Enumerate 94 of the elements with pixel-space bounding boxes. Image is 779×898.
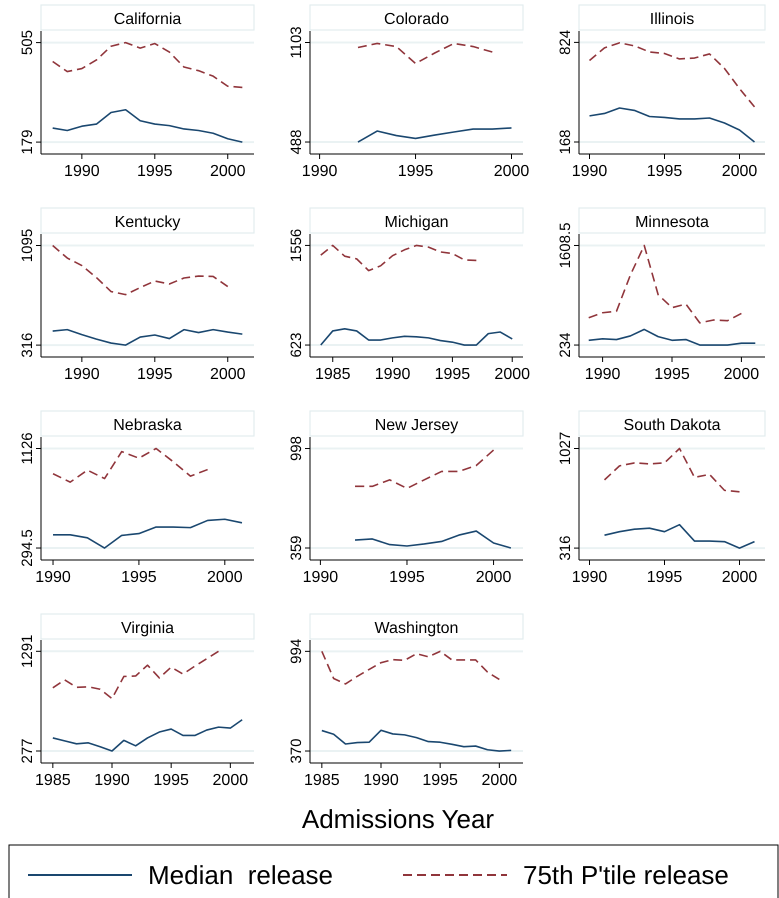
x-tick-label: 1985 — [314, 366, 351, 383]
y-tick-label: 294.5 — [19, 529, 36, 567]
x-tick-label: 1990 — [64, 163, 100, 180]
x-tick-label: 1995 — [137, 163, 173, 180]
x-tick-label: 1995 — [389, 569, 425, 586]
y-tick-label: 359 — [288, 535, 305, 561]
x-tick-label: 1995 — [646, 569, 682, 586]
x-tick-label: 1995 — [153, 772, 190, 789]
line-series — [320, 328, 514, 346]
x-tick-label: 1995 — [398, 163, 434, 180]
line-series — [320, 244, 478, 272]
y-tick-label: 994 — [288, 638, 305, 664]
chart-title: Virginia — [120, 620, 174, 637]
y-tick-label: 505 — [19, 30, 36, 56]
line-series — [357, 42, 494, 64]
line-series — [52, 448, 208, 483]
line-series — [588, 244, 742, 324]
x-tick-label: 1990 — [584, 366, 620, 383]
y-tick-label: 1291 — [19, 634, 36, 668]
y-tick-label: 998 — [288, 436, 305, 462]
line-series — [52, 42, 244, 88]
x-tick-label: 2000 — [207, 569, 243, 586]
line-series — [354, 449, 494, 490]
x-tick-label: 2000 — [722, 163, 758, 180]
y-tick-label: 623 — [288, 332, 305, 358]
x-axis-title: Admissions Year — [302, 804, 494, 834]
x-tick-label: 1995 — [654, 366, 690, 383]
chart-title: Washington — [374, 620, 458, 637]
x-tick-label: 1995 — [434, 366, 470, 383]
x-tick-label: 1990 — [302, 163, 338, 180]
chart-title: South Dakota — [624, 417, 721, 434]
x-tick-label: 2000 — [210, 366, 246, 383]
y-tick-label: 234 — [557, 332, 574, 358]
y-tick-label: 824 — [557, 30, 574, 55]
x-tick-label: 1990 — [94, 772, 130, 789]
y-tick-label: 1126 — [19, 432, 36, 465]
chart-title: Illinois — [650, 11, 694, 28]
chart-title: Nebraska — [113, 417, 182, 434]
x-tick-label: 1995 — [121, 569, 157, 586]
line-series — [52, 108, 244, 143]
line-series — [604, 448, 740, 493]
y-tick-label: 488 — [288, 130, 305, 155]
x-tick-label: 1995 — [646, 163, 682, 180]
legend-label: 75th P'tile release — [523, 860, 729, 890]
line-series — [321, 729, 512, 752]
x-tick-label: 2000 — [210, 163, 246, 180]
chart-title: Michigan — [384, 214, 449, 231]
line-series — [52, 518, 243, 549]
line-series — [588, 328, 756, 346]
x-tick-label: 1995 — [137, 366, 173, 383]
line-series — [52, 650, 220, 700]
chart-title: California — [114, 11, 182, 28]
y-tick-label: 168 — [557, 129, 574, 155]
x-tick-label: 1990 — [572, 163, 608, 180]
x-tick-label: 1985 — [35, 772, 71, 789]
y-tick-label: 1027 — [557, 432, 574, 466]
y-tick-label: 277 — [19, 738, 36, 764]
x-tick-label: 2000 — [722, 569, 758, 586]
y-tick-label: 1608.5 — [557, 222, 574, 268]
x-tick-label: 2000 — [494, 366, 530, 383]
y-tick-label: 1103 — [288, 26, 305, 59]
y-tick-label: 1095 — [19, 228, 36, 262]
x-tick-label: 2000 — [494, 163, 530, 180]
y-tick-label: 316 — [19, 332, 36, 358]
x-tick-label: 1985 — [304, 772, 340, 789]
x-tick-label: 1990 — [374, 366, 410, 383]
legend-label: Median release — [148, 860, 333, 890]
x-tick-label: 1990 — [302, 569, 338, 586]
y-tick-label: 1556 — [288, 228, 305, 262]
chart-title: Minnesota — [635, 214, 710, 231]
x-tick-label: 2000 — [212, 772, 248, 789]
line-series — [357, 127, 512, 143]
chart-title: Colorado — [384, 11, 450, 28]
line-series — [588, 42, 756, 108]
x-tick-label: 1990 — [35, 569, 71, 586]
x-tick-label: 1990 — [64, 366, 100, 383]
chart-title: New Jersey — [374, 417, 458, 434]
x-tick-label: 1990 — [572, 569, 608, 586]
line-series — [604, 524, 756, 549]
x-tick-label: 1990 — [363, 772, 399, 789]
x-tick-label: 2000 — [724, 366, 760, 383]
y-tick-label: 316 — [557, 536, 574, 561]
line-series — [52, 718, 243, 752]
line-series — [321, 650, 500, 685]
y-tick-label: 370 — [288, 738, 305, 764]
line-series — [354, 530, 512, 549]
line-series — [588, 107, 756, 143]
x-tick-label: 1995 — [422, 772, 458, 789]
y-tick-label: 179 — [19, 130, 36, 155]
line-series — [52, 328, 244, 346]
x-tick-label: 2000 — [482, 772, 518, 789]
line-series — [52, 244, 229, 296]
chart-title: Kentucky — [114, 214, 180, 231]
x-tick-label: 2000 — [476, 569, 512, 586]
